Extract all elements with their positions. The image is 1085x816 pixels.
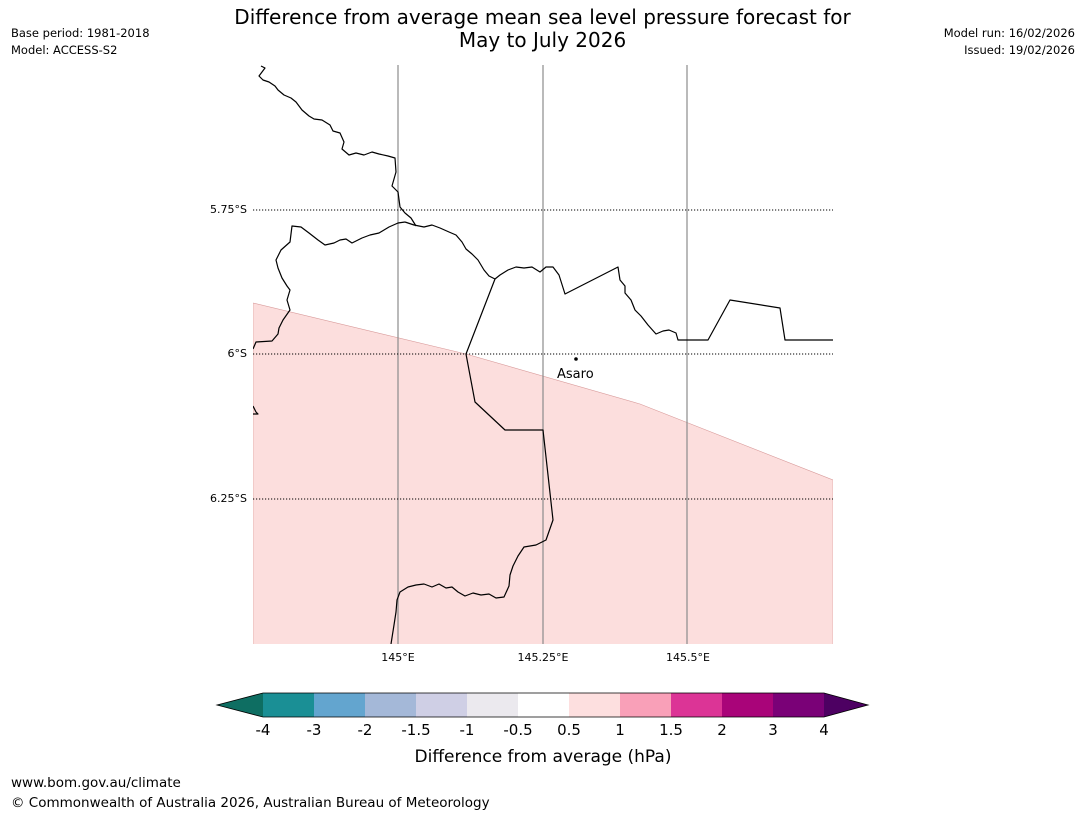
lon-label-145: 145°E (381, 651, 414, 664)
colorbar-tick-0: -4 (256, 721, 271, 739)
model-run: Model run: 16/02/2026 (943, 26, 1075, 40)
footer: www.bom.gov.au/climate © Commonwealth of… (11, 773, 490, 813)
colorbar-tick-6: 0.5 (557, 721, 581, 739)
footer-url[interactable]: www.bom.gov.au/climate (11, 775, 181, 791)
boundary-northwest (258, 65, 417, 227)
colorbar-tick-4: -1 (460, 721, 475, 739)
lat-label-6: 6°S (228, 347, 247, 360)
lon-label-145.5: 145.5°E (666, 651, 710, 664)
colorbar-tick-5: -0.5 (503, 721, 532, 739)
colorbar-swatch-12 (824, 693, 868, 717)
colorbar-tick-9: 2 (717, 721, 727, 739)
meta-right: Model run: 16/02/2026 Issued: 19/02/2026 (944, 25, 1075, 59)
colorbar-swatch-1 (263, 693, 314, 717)
base-period: Base period: 1981-2018 (11, 26, 150, 40)
colorbar-swatch-4 (416, 693, 467, 717)
boundary-inland (390, 278, 554, 644)
colorbar-swatch-0 (217, 693, 263, 717)
lat-label-5.75: 5.75°S (210, 203, 247, 216)
boundary-west-stub (253, 405, 259, 415)
place-marker-asaro (574, 357, 578, 361)
colorbar-swatch-5 (467, 693, 518, 717)
footer-copyright: © Commonwealth of Australia 2026, Austra… (11, 795, 490, 811)
colorbar-swatch-8 (620, 693, 671, 717)
colorbar-label: Difference from average (hPa) (415, 747, 672, 767)
colorbar-swatch-9 (671, 693, 722, 717)
province-boundaries (253, 65, 833, 644)
place-label-asaro: Asaro (557, 367, 594, 382)
colorbar-tick-2: -2 (358, 721, 373, 739)
chart-title: Difference from average mean sea level p… (0, 6, 1085, 52)
colorbar-swatch-11 (773, 693, 824, 717)
boundary-central-east (404, 221, 833, 341)
colorbar-outline (215, 692, 870, 718)
colorbar-swatch-6 (518, 693, 569, 717)
colorbar-tick-11: 4 (819, 721, 829, 739)
lat-label-6.25: 6.25°S (210, 492, 247, 505)
colorbar-tick-8: 1.5 (659, 721, 683, 739)
colorbar-tick-10: 3 (768, 721, 778, 739)
issued-date: Issued: 19/02/2026 (964, 43, 1075, 57)
title-line-1: Difference from average mean sea level p… (234, 5, 851, 29)
colorbar-swatch-7 (569, 693, 620, 717)
model-name: Model: ACCESS-S2 (11, 43, 118, 57)
colorbar-tick-3: -1.5 (401, 721, 430, 739)
colorbar-swatch-3 (365, 693, 416, 717)
lon-label-145.25: 145.25°E (518, 651, 569, 664)
colorbar-tick-7: 1 (615, 721, 625, 739)
colorbar-swatch-2 (314, 693, 365, 717)
colorbar-tick-1: -3 (307, 721, 322, 739)
meta-left: Base period: 1981-2018 Model: ACCESS-S2 (11, 25, 150, 59)
boundary-central (253, 221, 406, 350)
colorbar: -4 -3 -2 -1.5 -1 -0.5 0.5 1 1.5 2 3 4 Di… (215, 692, 870, 767)
map-area (253, 65, 833, 644)
colorbar-swatch-10 (722, 693, 773, 717)
title-line-2: May to July 2026 (458, 28, 627, 52)
